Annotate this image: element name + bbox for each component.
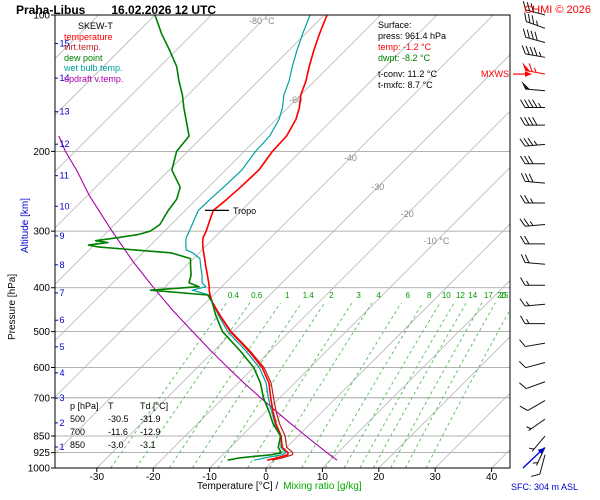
legend-item-temperature: temperature bbox=[64, 31, 113, 42]
altitude-axis-title: Altitude [km] bbox=[20, 197, 31, 253]
svg-text:10: 10 bbox=[60, 201, 70, 211]
svg-text:10: 10 bbox=[317, 472, 329, 483]
legend-item-updraft: updraft v.temp. bbox=[64, 73, 124, 84]
svg-text:-20: -20 bbox=[401, 209, 414, 219]
svg-text:7: 7 bbox=[60, 288, 65, 298]
sounding-datetime: 16.02.2026 12 UTC bbox=[111, 3, 217, 17]
svg-text:2: 2 bbox=[329, 291, 334, 300]
svg-text:925: 925 bbox=[33, 448, 50, 459]
table-header-row: p [hPa] T Td [°C] bbox=[70, 401, 169, 411]
svg-text:-20: -20 bbox=[146, 472, 161, 483]
station-name: Praha-Libus bbox=[16, 3, 86, 17]
sounding-curves bbox=[58, 15, 338, 461]
chart-header: Praha-Libus 16.02.2026 12 UTC bbox=[16, 3, 216, 17]
plot-border bbox=[54, 14, 511, 469]
mxws-marker: MXWS bbox=[481, 69, 532, 79]
svg-text:500: 500 bbox=[33, 327, 50, 338]
svg-text:25: 25 bbox=[500, 291, 509, 300]
svg-text:-30: -30 bbox=[371, 182, 384, 192]
svg-text:13: 13 bbox=[60, 107, 70, 117]
svg-text:0: 0 bbox=[263, 472, 269, 483]
svg-text:10: 10 bbox=[442, 291, 451, 300]
svg-text:1000: 1000 bbox=[28, 464, 51, 475]
table-row: 700 -11.6 -12.9 bbox=[70, 427, 161, 437]
pressure-axis-title: Pressure [hPa] bbox=[7, 273, 18, 340]
svg-text:2: 2 bbox=[60, 418, 65, 428]
svg-text:20: 20 bbox=[497, 291, 506, 300]
mixing-ratio-axis-title: Mixing ratio [g/kg] bbox=[283, 481, 362, 492]
svg-text:8: 8 bbox=[60, 260, 65, 270]
svg-text:30: 30 bbox=[430, 472, 442, 483]
svg-text:0.4: 0.4 bbox=[228, 291, 240, 300]
svg-text:1: 1 bbox=[60, 442, 65, 452]
surface-tconv: t-conv: 11.2 °C bbox=[378, 69, 437, 79]
svg-text:-40: -40 bbox=[344, 153, 357, 163]
surface-tmxfc: t-mxfc: 8.7 °C bbox=[378, 80, 433, 90]
temperature-axis-title: Temperature [°C] / bbox=[197, 481, 279, 492]
svg-text:17: 17 bbox=[484, 291, 493, 300]
svg-text:MXWS: MXWS bbox=[481, 69, 509, 79]
svg-text:9: 9 bbox=[60, 231, 65, 241]
surface-temp: temp: -1.2 °C bbox=[378, 42, 432, 52]
svg-text:Tropo: Tropo bbox=[233, 206, 256, 216]
svg-text:700: 700 bbox=[33, 393, 50, 404]
copyright: CHMI © 2026 bbox=[524, 4, 591, 16]
svg-text:-60: -60 bbox=[289, 95, 302, 105]
svg-text:600: 600 bbox=[33, 363, 50, 374]
svg-text:300: 300 bbox=[33, 227, 50, 238]
surface-dwpt: dwpt: -8.2 °C bbox=[378, 53, 431, 63]
table-row: 850 -3.0 -3.1 bbox=[70, 440, 156, 450]
svg-text:5: 5 bbox=[60, 342, 65, 352]
svg-text:12: 12 bbox=[60, 139, 70, 149]
svg-text:4: 4 bbox=[376, 291, 381, 300]
svg-text:1.4: 1.4 bbox=[303, 291, 315, 300]
svg-text:-30: -30 bbox=[90, 472, 105, 483]
legend-item-virt-temp: virt.temp. bbox=[64, 42, 102, 52]
surface-info-box: Surface: press: 961.4 hPa temp: -1.2 °C … bbox=[378, 20, 446, 91]
svg-text:14: 14 bbox=[468, 291, 477, 300]
svg-text:6: 6 bbox=[60, 315, 65, 325]
svg-text:400: 400 bbox=[33, 283, 50, 294]
svg-text:11: 11 bbox=[60, 171, 69, 181]
svg-text:40: 40 bbox=[486, 472, 498, 483]
tropopause-marker: Tropo bbox=[205, 206, 256, 216]
svg-text:15: 15 bbox=[60, 38, 70, 48]
svg-text:3: 3 bbox=[356, 291, 361, 300]
wind-barbs bbox=[518, 1, 546, 477]
svg-text:12: 12 bbox=[456, 291, 465, 300]
surface-wind-arrow bbox=[522, 447, 545, 469]
surface-title: Surface: bbox=[378, 20, 412, 30]
sfc-altitude-label: SFC: 304 m ASL bbox=[511, 482, 579, 492]
sounding-table: p [hPa] T Td [°C] 500 -30.5 -31.9 700 -1… bbox=[70, 400, 182, 452]
table-row: 500 -30.5 -31.9 bbox=[70, 414, 161, 424]
svg-text:14: 14 bbox=[60, 73, 70, 83]
mixing-ratio-lines bbox=[110, 302, 510, 468]
temperature-tick-labels: -30 -20 -10 0 10 20 30 40 bbox=[90, 468, 498, 483]
svg-text:3: 3 bbox=[60, 393, 65, 403]
svg-text:100: 100 bbox=[33, 11, 50, 22]
legend-item-wet-bulb: wet bulb temp. bbox=[64, 63, 123, 73]
x-axis-title: Temperature [°C] / Mixing ratio [g/kg] bbox=[197, 481, 362, 492]
surface-press: press: 961.4 hPa bbox=[378, 31, 447, 41]
svg-text:-80 °C: -80 °C bbox=[249, 16, 275, 26]
pressure-tick-labels: 100 200 300 400 500 600 700 850 925 1000 bbox=[28, 11, 55, 475]
svg-text:850: 850 bbox=[33, 432, 50, 443]
svg-text:-10: -10 bbox=[202, 472, 217, 483]
isotherm-labels: -80 °C -60 -40 -30 -20 -10 °C bbox=[249, 16, 450, 246]
svg-text:6: 6 bbox=[406, 291, 411, 300]
svg-text:200: 200 bbox=[33, 147, 50, 158]
svg-text:20: 20 bbox=[373, 472, 385, 483]
svg-text:8: 8 bbox=[427, 291, 432, 300]
legend-title: SKEW-T bbox=[78, 21, 113, 31]
legend: SKEW-T temperature virt.temp. dew point … bbox=[64, 21, 123, 84]
svg-text:-10 °C: -10 °C bbox=[424, 236, 450, 246]
svg-text:1: 1 bbox=[285, 291, 290, 300]
legend-item-dew-point: dew point bbox=[64, 52, 103, 63]
svg-text:0.6: 0.6 bbox=[251, 291, 263, 300]
svg-text:4: 4 bbox=[60, 368, 65, 378]
